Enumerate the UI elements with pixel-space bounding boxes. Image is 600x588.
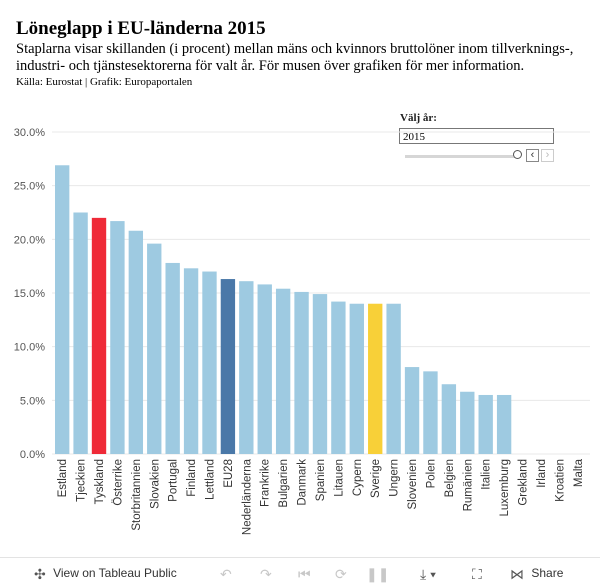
bar-italien[interactable] xyxy=(478,394,493,454)
x-tick-label: Ungern xyxy=(389,459,401,497)
x-tick-label: Österrike xyxy=(112,459,124,506)
year-slider-thumb[interactable] xyxy=(513,150,522,159)
x-tick-label: Irland xyxy=(536,459,548,488)
bar-chart: 0.0% 5.0% 10.0% 15.0% 20.0% 25.0% 30.0% Estland… xyxy=(14,127,590,535)
share-button[interactable]: ⋈ Share xyxy=(510,565,564,582)
page-title: Löneglapp i EU-länderna 2015 xyxy=(16,18,266,39)
previous-year-button[interactable]: ‹ xyxy=(526,149,539,162)
y-tick-label: 25.0% xyxy=(14,181,45,193)
next-year-button[interactable]: › xyxy=(541,149,554,162)
x-tick-label: Luxemburg xyxy=(499,459,511,517)
bar-frankrike[interactable] xyxy=(257,284,272,454)
x-tick-label: Kroatien xyxy=(554,459,566,502)
fullscreen-icon: ⛶ xyxy=(472,565,482,582)
x-tick-label: Storbritannien xyxy=(131,459,143,531)
y-tick-label: 15.0% xyxy=(14,288,45,300)
tableau-toolbar: ✣ View on Tableau Public ↶ ↷ ⏮ ⟳ ❚❚ ⤓ ▾ … xyxy=(0,557,600,588)
y-tick-label: 20.0% xyxy=(14,234,45,246)
bar-belgien[interactable] xyxy=(441,384,457,454)
bar-sverige[interactable] xyxy=(368,303,383,454)
pause-icon: ❚❚ xyxy=(366,565,390,582)
x-tick-label: Frankrike xyxy=(260,459,272,507)
x-tick-label: Litauen xyxy=(333,459,345,497)
year-slider-track[interactable] xyxy=(405,155,517,158)
year-slider-row: ‹ › xyxy=(399,149,559,163)
x-tick-label: Bulgarien xyxy=(278,459,290,508)
download-button[interactable]: ⤓ ▾ xyxy=(420,565,436,582)
share-label: Share xyxy=(531,566,564,580)
bar-nederländerna[interactable] xyxy=(239,281,254,454)
page-subtitle: Staplarna visar skillanden (i procent) m… xyxy=(16,41,574,74)
redo-icon: ↷ xyxy=(260,565,272,582)
bar-slovenien[interactable] xyxy=(404,367,420,454)
bar-rumänien[interactable] xyxy=(460,391,475,454)
x-tick-label: EU28 xyxy=(223,459,235,488)
bar-spanien[interactable] xyxy=(312,294,328,454)
view-on-tableau-label: View on Tableau Public xyxy=(53,566,177,580)
fullscreen-button[interactable]: ⛶ xyxy=(472,565,482,582)
bar-luxemburg[interactable] xyxy=(496,394,512,454)
refresh-button[interactable]: ⟳ xyxy=(335,565,347,582)
header: Löneglapp i EU-länderna 2015 Staplarna v… xyxy=(16,18,588,88)
revert-button[interactable]: ⏮ xyxy=(298,565,311,582)
bar-tjeckien[interactable] xyxy=(73,212,88,455)
bar-cypern[interactable] xyxy=(349,303,364,454)
x-tick-label: Nederländerna xyxy=(241,458,253,535)
x-tick-label: Estland xyxy=(57,459,69,497)
redo-button[interactable]: ↷ xyxy=(260,565,272,582)
download-icon: ⤓ ▾ xyxy=(420,565,436,582)
bar-tyskland[interactable] xyxy=(91,217,107,454)
y-tick-label: 5.0% xyxy=(20,395,45,407)
year-filter-label: Välj år: xyxy=(400,112,437,124)
undo-icon: ↶ xyxy=(220,565,232,582)
bar-danmark[interactable] xyxy=(294,291,309,454)
x-tick-label: Lettland xyxy=(204,459,216,500)
x-tick-label: Polen xyxy=(425,459,437,488)
bar-lettland[interactable] xyxy=(202,271,217,454)
x-tick-label: Sverige xyxy=(370,459,382,498)
share-icon: ⋈ xyxy=(510,565,524,582)
bar-slovakien[interactable] xyxy=(147,243,162,454)
x-tick-label: Slovakien xyxy=(149,459,161,509)
x-tick-label: Malta xyxy=(573,458,585,487)
bar-polen[interactable] xyxy=(423,371,438,454)
bar-litauen[interactable] xyxy=(331,301,346,454)
x-tick-label: Danmark xyxy=(297,459,309,506)
x-tick-label: Portugal xyxy=(168,459,180,502)
bar-ungern[interactable] xyxy=(386,303,401,454)
x-tick-label: Belgien xyxy=(444,459,456,497)
tableau-logo-icon: ✣ xyxy=(34,565,46,582)
x-tick-label: Rumänien xyxy=(462,459,474,511)
undo-button[interactable]: ↶ xyxy=(220,565,232,582)
refresh-icon: ⟳ xyxy=(335,565,347,582)
bar-finland[interactable] xyxy=(183,268,199,454)
pause-button[interactable]: ❚❚ xyxy=(366,565,390,582)
bar-portugal[interactable] xyxy=(165,262,180,454)
x-tick-label: Slovenien xyxy=(407,459,419,510)
source-note: Källa: Eurostat | Grafik: Europaportalen xyxy=(16,76,193,88)
view-on-tableau-button[interactable]: ✣ View on Tableau Public xyxy=(34,565,177,582)
x-tick-label: Tjeckien xyxy=(76,459,88,502)
x-tick-label: Grekland xyxy=(518,459,530,506)
x-tick-label: Italien xyxy=(481,459,493,490)
bar-bulgarien[interactable] xyxy=(275,288,291,454)
x-tick-label: Cypern xyxy=(352,459,364,496)
x-tick-label: Spanien xyxy=(315,459,327,501)
bar-estland[interactable] xyxy=(55,165,70,455)
y-tick-label: 10.0% xyxy=(14,342,45,354)
bar-eu28[interactable] xyxy=(220,279,236,454)
y-tick-label: 0.0% xyxy=(20,449,45,461)
revert-icon: ⏮ xyxy=(298,565,311,582)
x-tick-label: Finland xyxy=(186,459,198,497)
y-tick-label: 30.0% xyxy=(14,127,45,139)
bar-österrike[interactable] xyxy=(110,221,125,454)
x-tick-label: Tyskland xyxy=(94,459,106,504)
bar-storbritannien[interactable] xyxy=(128,230,144,454)
